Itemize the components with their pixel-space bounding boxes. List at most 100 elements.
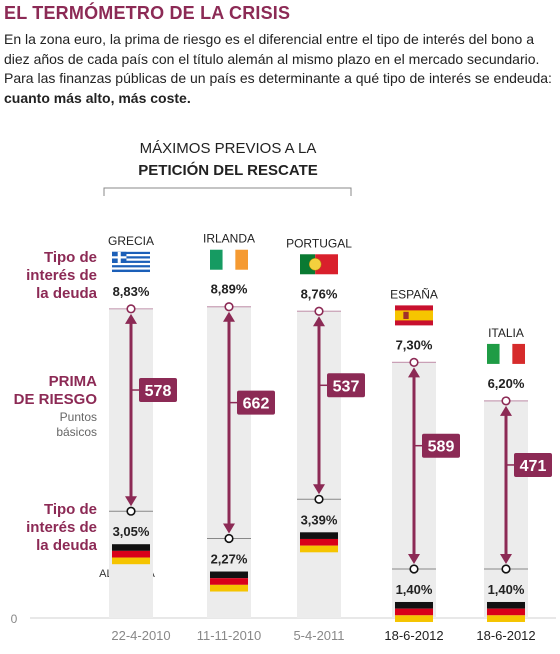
top-label-2: interés de [26,267,97,284]
country-label: PORTUGAL [286,236,352,250]
german-rate-label: 3,05% [113,524,150,539]
top-label-1: Tipo de [44,249,97,266]
spread-box [139,378,177,403]
spread-arrowhead-bottom [313,484,325,495]
intro-bold: cuanto más alto, más coste. [4,89,191,106]
flag-stripe [112,265,150,268]
flag-stripe [112,269,150,273]
bracket-line1: MÁXIMOS PREVIOS A LA [140,140,317,157]
flag-stripe [300,538,338,546]
top-rate-label: 6,20% [488,376,525,391]
flag-stripe [112,256,150,259]
flag-emblem [403,311,409,319]
flag-stripe [112,550,150,558]
flag-cross [112,256,127,259]
spread-label: 578 [145,383,172,400]
date-label: 5-4-2011 [293,628,344,643]
portugal-flag [300,254,338,275]
date-label: 22-4-2010 [111,628,170,643]
spread-box [237,390,275,415]
spread-box [327,373,365,398]
top-rate-marker [409,357,419,367]
flag-stripe [210,584,248,592]
german-rate-marker [224,533,234,544]
flag-stripe [210,249,223,270]
country-label: GRECIA [108,234,154,248]
page-title: EL TERMÓMETRO DE LA CRISIS [4,3,291,23]
german-rate-label: 3,39% [301,512,338,527]
german-rate-marker [409,564,419,574]
flag-stripe [112,267,150,270]
date-label: 18-6-2012 [476,628,535,643]
flag-stripe [487,601,525,609]
flag-stripe [112,258,150,261]
top-rate-marker [224,302,234,312]
flag-stripe [300,254,316,275]
intro-body: En la zona euro, la prima de riesgo es e… [4,31,552,86]
bottom-label-2: interés de [26,519,97,536]
flag-stripe [487,608,525,616]
flag-stripe [499,343,513,364]
prima-sub-2: básicos [56,425,97,439]
date-label: 11-11-2010 [197,628,262,643]
flag-stripe [112,254,150,257]
flag-stripe [395,608,433,616]
germany-flag [395,601,433,622]
german-rate-marker [314,494,324,504]
spread-arrowhead-top [125,313,137,324]
top-rate-marker [314,306,324,316]
spread-arrowhead-bottom [223,523,235,534]
top-rate-label: 8,76% [301,286,338,301]
spread-arrowhead-bottom [408,553,420,564]
country-label: ITALIA [488,326,524,340]
german-rate-label: 1,40% [488,582,525,597]
germany-flag [300,532,338,553]
date-label: 18-6-2012 [384,628,443,643]
top-rate-label: 8,89% [211,282,248,297]
flag-stripe [235,249,248,270]
flag-stripe [112,262,150,266]
flag-stripe [315,254,338,275]
intro-text: En la zona euro, la prima de riesgo es e… [4,30,556,108]
country-label: ESPAÑA [390,287,438,301]
spread-arrowhead-top [500,405,512,416]
spread-label: 662 [243,396,270,413]
german-rate-marker [501,564,511,574]
bottom-label-3: la deuda [36,537,98,554]
bottom-label-1: Tipo de [44,501,97,518]
germany-flag [112,544,150,565]
flag-stripe [487,615,525,622]
flag-stripe [112,251,150,255]
flag-stripe [487,343,500,364]
chart-marks: 578 8,83% GRECIA 3,05% 22-4-2010 662 8,89% IRLA… [108,232,552,643]
flag-stripe [112,260,150,264]
prima-label-2: DE RIESGO [14,391,98,408]
spread-box [514,452,552,477]
left-labels: Tipo de interés de la deuda PRIMA DE RIE… [11,249,156,626]
flag-emblem [308,258,322,271]
spread-label: 537 [333,378,360,395]
germany-flag [210,571,248,592]
prima-sub-1: Puntos [60,410,97,424]
spread-box [422,433,460,458]
bracket-line [103,187,352,196]
bracket-line2: PETICIÓN DEL RESCATE [138,161,317,179]
flag-stripe [112,557,150,565]
flag-stripe [300,545,338,553]
flag-stripe [395,615,433,622]
top-rate-marker [501,396,511,406]
top-rate-marker [126,304,136,314]
german-rate-label: 2,27% [211,552,248,567]
flag-stripe [395,601,433,609]
top-rate-label: 8,83% [113,284,150,299]
greece-flag [112,251,150,273]
spain-flag [395,305,433,326]
spread-arrowhead-top [223,311,235,322]
spread-label: 471 [520,458,547,475]
top-label-3: la deuda [36,285,98,302]
italy-flag [487,343,525,364]
spread-label: 589 [428,439,455,456]
prima-label-1: PRIMA [49,373,98,390]
country-label: IRLANDA [203,232,255,246]
